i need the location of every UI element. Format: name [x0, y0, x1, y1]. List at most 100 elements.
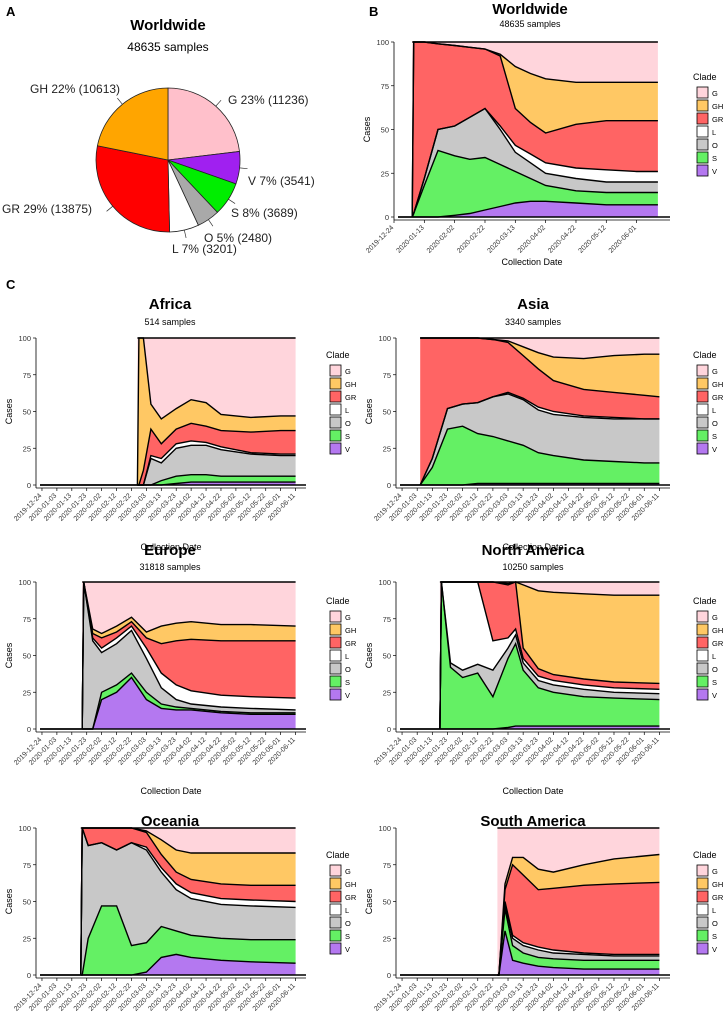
areas-worldwide	[398, 41, 670, 218]
area-oceania-s	[80, 905, 296, 975]
area-asia-gr	[420, 338, 660, 485]
area-oceania-v	[80, 954, 296, 975]
legend-swatch-south-america-gr	[696, 890, 709, 903]
x-axis-title-europe: Collection Date	[140, 786, 201, 796]
legend-label-europe-g: G	[345, 613, 351, 622]
x-tick-label-worldwide-8: 2020-06-01	[608, 224, 638, 254]
legend-label-africa-s: S	[345, 432, 350, 441]
legend-label-north-america-s: S	[712, 678, 717, 687]
legend-label-oceania-o: O	[345, 919, 351, 928]
area-north-america-l	[439, 582, 660, 729]
legend-label-worldwide-g: G	[712, 89, 718, 98]
boundary-europe-gh	[81, 581, 296, 730]
boundary-europe-o	[81, 581, 296, 730]
legend-swatch-africa-gh	[329, 377, 342, 390]
area-africa-v	[137, 482, 296, 485]
boundary-south-america-gh	[497, 853, 660, 976]
legend-swatch-south-america-l	[696, 903, 709, 916]
legend-swatch-europe-s	[329, 675, 342, 688]
area-europe-v	[82, 677, 296, 729]
pie-label-v: V 7% (3541)	[248, 174, 315, 188]
legend-label-north-america-o: O	[712, 665, 718, 674]
pie-leader-g	[215, 99, 222, 107]
area-europe-l	[82, 582, 296, 729]
areas-south-america	[400, 827, 670, 976]
legend-label-worldwide-o: O	[712, 141, 718, 150]
panel-letter-a: A	[6, 4, 16, 19]
legend-swatch-europe-v	[329, 688, 342, 701]
pie-leader-gr	[106, 205, 114, 212]
pie-slice-gr	[95, 145, 170, 233]
legend-swatch-asia-s	[696, 429, 709, 442]
area-europe-o	[82, 582, 296, 729]
y-tick-label-oceania-2: 50	[23, 898, 31, 907]
y-tick-label-europe-1: 25	[23, 688, 31, 697]
x-tick-label-worldwide-0: 2019-12-24	[365, 224, 395, 254]
legend-swatch-oceania-o	[329, 916, 342, 929]
legend-label-worldwide-gr: GR	[712, 115, 724, 124]
legend-label-asia-g: G	[712, 367, 718, 376]
legend-label-europe-o: O	[345, 665, 351, 674]
legend-swatch-south-america-v	[696, 942, 709, 955]
area-europe-g	[82, 582, 296, 729]
legend-label-oceania-l: L	[345, 906, 349, 915]
chart-subtitle-europe: 31818 samples	[139, 562, 201, 572]
legend-title-worldwide: Clade	[693, 72, 717, 82]
area-north-america-gh	[439, 582, 660, 729]
legend-label-europe-gr: GR	[345, 639, 357, 648]
y-axis-title-south-america: Cases	[364, 888, 374, 914]
chart-title-north-america: North America	[482, 542, 585, 559]
pie-slices	[95, 87, 241, 233]
y-tick-label-europe-0: 0	[27, 725, 31, 734]
legend-swatch-worldwide-s	[696, 151, 709, 164]
area-south-america-s	[497, 908, 660, 975]
legend-label-south-america-l: L	[712, 906, 716, 915]
y-axis-title-europe: Cases	[4, 642, 14, 668]
area-north-america-gr	[439, 582, 660, 729]
panel-letter-c: C	[6, 277, 16, 292]
chart-subtitle-north-america: 10250 samples	[502, 562, 564, 572]
x-tick-label-worldwide-1: 2020-01-13	[395, 224, 425, 254]
legend-label-south-america-g: G	[712, 867, 718, 876]
y-tick-label-oceania-4: 100	[18, 824, 31, 833]
pie-leader-l	[183, 230, 187, 238]
area-africa-o	[137, 445, 296, 485]
legend-label-europe-l: L	[345, 652, 349, 661]
legend-label-south-america-o: O	[712, 919, 718, 928]
y-axis-title-north-america: Cases	[364, 642, 374, 668]
area-africa-s	[137, 474, 296, 485]
legend-label-north-america-g: G	[712, 613, 718, 622]
panel-letter-b: B	[369, 4, 378, 19]
y-tick-label-north-america-0: 0	[387, 725, 391, 734]
legend-swatch-oceania-g	[329, 864, 342, 877]
area-south-america-gh	[497, 854, 660, 975]
boundary-asia-l	[419, 391, 660, 486]
y-tick-label-south-america-3: 75	[383, 861, 391, 870]
legend-swatch-europe-l	[329, 649, 342, 662]
x-axis-title-north-america: Collection Date	[502, 786, 563, 796]
chart-title-europe: Europe	[144, 542, 196, 559]
legend-label-north-america-v: V	[712, 691, 717, 700]
y-tick-label-africa-3: 75	[23, 371, 31, 380]
legend-swatch-asia-gr	[696, 390, 709, 403]
legend-label-oceania-gr: GR	[345, 893, 357, 902]
x-tick-label-worldwide-6: 2020-04-22	[547, 224, 577, 254]
pie-subtitle: 48635 samples	[127, 40, 208, 54]
pie-label-o: O 5% (2480)	[204, 231, 272, 245]
legend-swatch-oceania-s	[329, 929, 342, 942]
legend-swatch-worldwide-g	[696, 86, 709, 99]
legend-label-oceania-v: V	[345, 945, 350, 954]
legend-swatch-africa-l	[329, 403, 342, 416]
boundary-worldwide-s	[411, 149, 658, 218]
legend-swatch-africa-o	[329, 416, 342, 429]
legend-swatch-north-america-gr	[696, 636, 709, 649]
legend-label-asia-gr: GR	[712, 393, 724, 402]
areas-africa	[40, 337, 306, 486]
legend-swatch-worldwide-gh	[696, 99, 709, 112]
y-tick-label-worldwide-4: 100	[376, 38, 389, 47]
legend-label-oceania-gh: GH	[345, 880, 356, 889]
legend-label-asia-gh: GH	[712, 380, 723, 389]
legend-swatch-south-america-g	[696, 864, 709, 877]
